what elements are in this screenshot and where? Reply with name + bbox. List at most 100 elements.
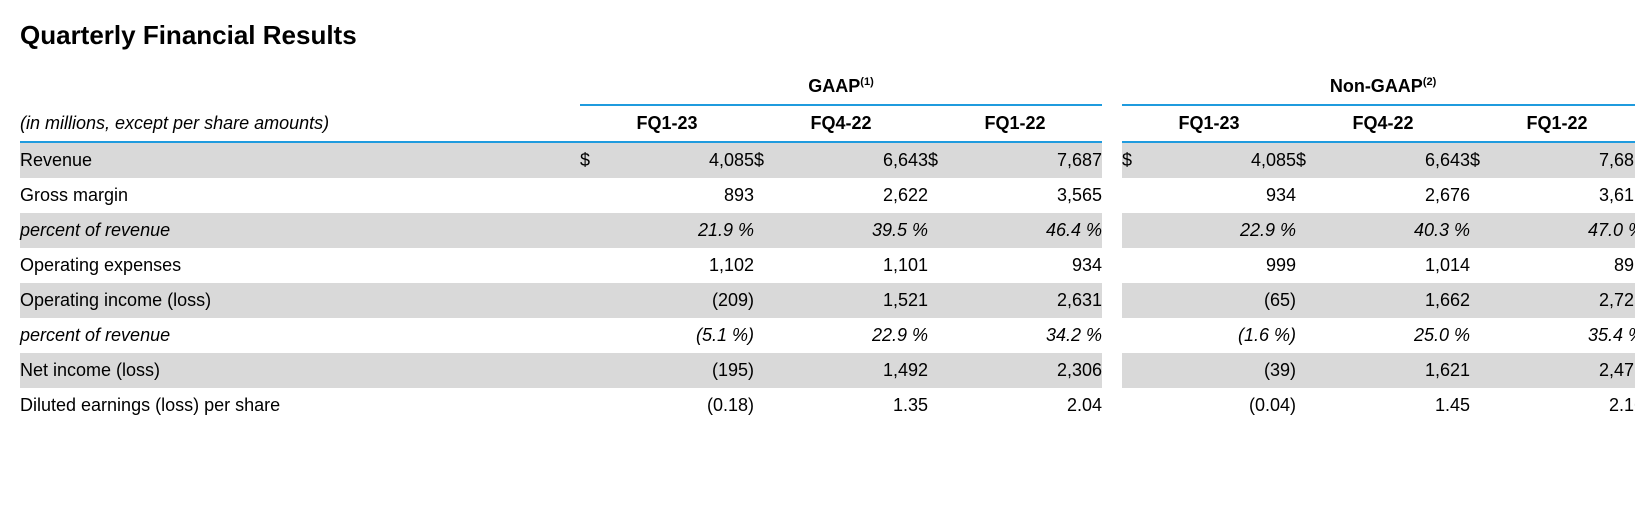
currency-symbol xyxy=(1470,213,1504,248)
cell-value: 891 xyxy=(1504,248,1635,283)
cell-value: (65) xyxy=(1156,283,1296,318)
currency-symbol xyxy=(1470,283,1504,318)
cell-value: 7,687 xyxy=(962,142,1102,178)
currency-symbol xyxy=(1296,248,1330,283)
currency-symbol xyxy=(928,283,962,318)
currency-symbol xyxy=(1122,283,1156,318)
currency-symbol xyxy=(580,388,614,423)
table-row: Revenue$4,085$6,643$7,687$4,085$6,643$7,… xyxy=(20,142,1635,178)
currency-symbol xyxy=(754,213,788,248)
cell-value: 40.3 % xyxy=(1330,213,1470,248)
cell-value: 2,725 xyxy=(1504,283,1635,318)
col-header: FQ1-23 xyxy=(1122,105,1296,142)
currency-symbol xyxy=(754,283,788,318)
cell-value: (39) xyxy=(1156,353,1296,388)
currency-symbol xyxy=(1122,213,1156,248)
row-label: percent of revenue xyxy=(20,213,580,248)
table-row: percent of revenue(5.1 %)22.9 %34.2 %(1.… xyxy=(20,318,1635,353)
currency-symbol xyxy=(580,353,614,388)
cell-value: 1,521 xyxy=(788,283,928,318)
currency-symbol xyxy=(1122,388,1156,423)
group-gap xyxy=(1102,318,1122,353)
currency-symbol: $ xyxy=(580,142,614,178)
currency-symbol xyxy=(928,388,962,423)
column-header-row: (in millions, except per share amounts) … xyxy=(20,105,1635,142)
row-label: Revenue xyxy=(20,142,580,178)
currency-symbol xyxy=(754,353,788,388)
cell-value: 47.0 % xyxy=(1504,213,1635,248)
currency-symbol xyxy=(1470,388,1504,423)
row-label: Operating expenses xyxy=(20,248,580,283)
table-row: Net income (loss)(195)1,4922,306(39)1,62… xyxy=(20,353,1635,388)
currency-symbol xyxy=(928,178,962,213)
cell-value: 7,687 xyxy=(1504,142,1635,178)
currency-symbol xyxy=(754,178,788,213)
cell-value: 934 xyxy=(962,248,1102,283)
currency-symbol xyxy=(1296,178,1330,213)
group-label: Non-GAAP xyxy=(1330,76,1423,96)
row-label: Diluted earnings (loss) per share xyxy=(20,388,580,423)
currency-symbol xyxy=(1122,353,1156,388)
currency-symbol xyxy=(754,388,788,423)
page-title: Quarterly Financial Results xyxy=(20,20,1615,51)
cell-value: 21.9 % xyxy=(614,213,754,248)
table-row: Diluted earnings (loss) per share(0.18)1… xyxy=(20,388,1635,423)
group-superscript: (2) xyxy=(1423,76,1436,88)
cell-value: (195) xyxy=(614,353,754,388)
cell-value: 1,492 xyxy=(788,353,928,388)
currency-symbol: $ xyxy=(928,142,962,178)
group-gap xyxy=(1102,353,1122,388)
table-row: Gross margin8932,6223,5659342,6763,616 xyxy=(20,178,1635,213)
group-gap xyxy=(1102,248,1122,283)
group-header-gaap: GAAP(1) xyxy=(580,69,1102,105)
currency-symbol xyxy=(580,213,614,248)
currency-symbol xyxy=(1470,178,1504,213)
currency-symbol: $ xyxy=(1296,142,1330,178)
cell-value: 35.4 % xyxy=(1504,318,1635,353)
group-header-nongaap: Non-GAAP(2) xyxy=(1122,69,1635,105)
cell-value: 3,565 xyxy=(962,178,1102,213)
cell-value: 2,471 xyxy=(1504,353,1635,388)
cell-value: 2.16 xyxy=(1504,388,1635,423)
currency-symbol xyxy=(580,178,614,213)
currency-symbol xyxy=(928,213,962,248)
currency-symbol xyxy=(1296,318,1330,353)
group-gap xyxy=(1102,178,1122,213)
cell-value: (0.18) xyxy=(614,388,754,423)
cell-value: 25.0 % xyxy=(1330,318,1470,353)
currency-symbol: $ xyxy=(1470,142,1504,178)
currency-symbol xyxy=(1122,248,1156,283)
cell-value: 999 xyxy=(1156,248,1296,283)
col-header: FQ4-22 xyxy=(754,105,928,142)
col-header: FQ1-23 xyxy=(580,105,754,142)
cell-value: 6,643 xyxy=(1330,142,1470,178)
currency-symbol xyxy=(928,248,962,283)
group-gap xyxy=(1102,388,1122,423)
currency-symbol xyxy=(1470,318,1504,353)
row-label: Gross margin xyxy=(20,178,580,213)
col-header: FQ4-22 xyxy=(1296,105,1470,142)
cell-value: 22.9 % xyxy=(1156,213,1296,248)
table-row: Operating expenses1,1021,1019349991,0148… xyxy=(20,248,1635,283)
row-label: percent of revenue xyxy=(20,318,580,353)
cell-value: 3,616 xyxy=(1504,178,1635,213)
currency-symbol xyxy=(1470,248,1504,283)
group-header-row: GAAP(1) Non-GAAP(2) xyxy=(20,69,1635,105)
financial-results-table: GAAP(1) Non-GAAP(2) (in millions, except… xyxy=(20,69,1635,423)
currency-symbol xyxy=(1296,353,1330,388)
table-row: Operating income (loss)(209)1,5212,631(6… xyxy=(20,283,1635,318)
currency-symbol xyxy=(1122,318,1156,353)
row-label: Net income (loss) xyxy=(20,353,580,388)
cell-value: (0.04) xyxy=(1156,388,1296,423)
group-gap xyxy=(1102,213,1122,248)
cell-value: 22.9 % xyxy=(788,318,928,353)
currency-symbol xyxy=(1296,213,1330,248)
currency-symbol xyxy=(580,283,614,318)
group-label: GAAP xyxy=(808,76,860,96)
cell-value: 934 xyxy=(1156,178,1296,213)
currency-symbol xyxy=(1296,388,1330,423)
currency-symbol xyxy=(928,318,962,353)
cell-value: 34.2 % xyxy=(962,318,1102,353)
currency-symbol: $ xyxy=(1122,142,1156,178)
cell-value: (5.1 %) xyxy=(614,318,754,353)
